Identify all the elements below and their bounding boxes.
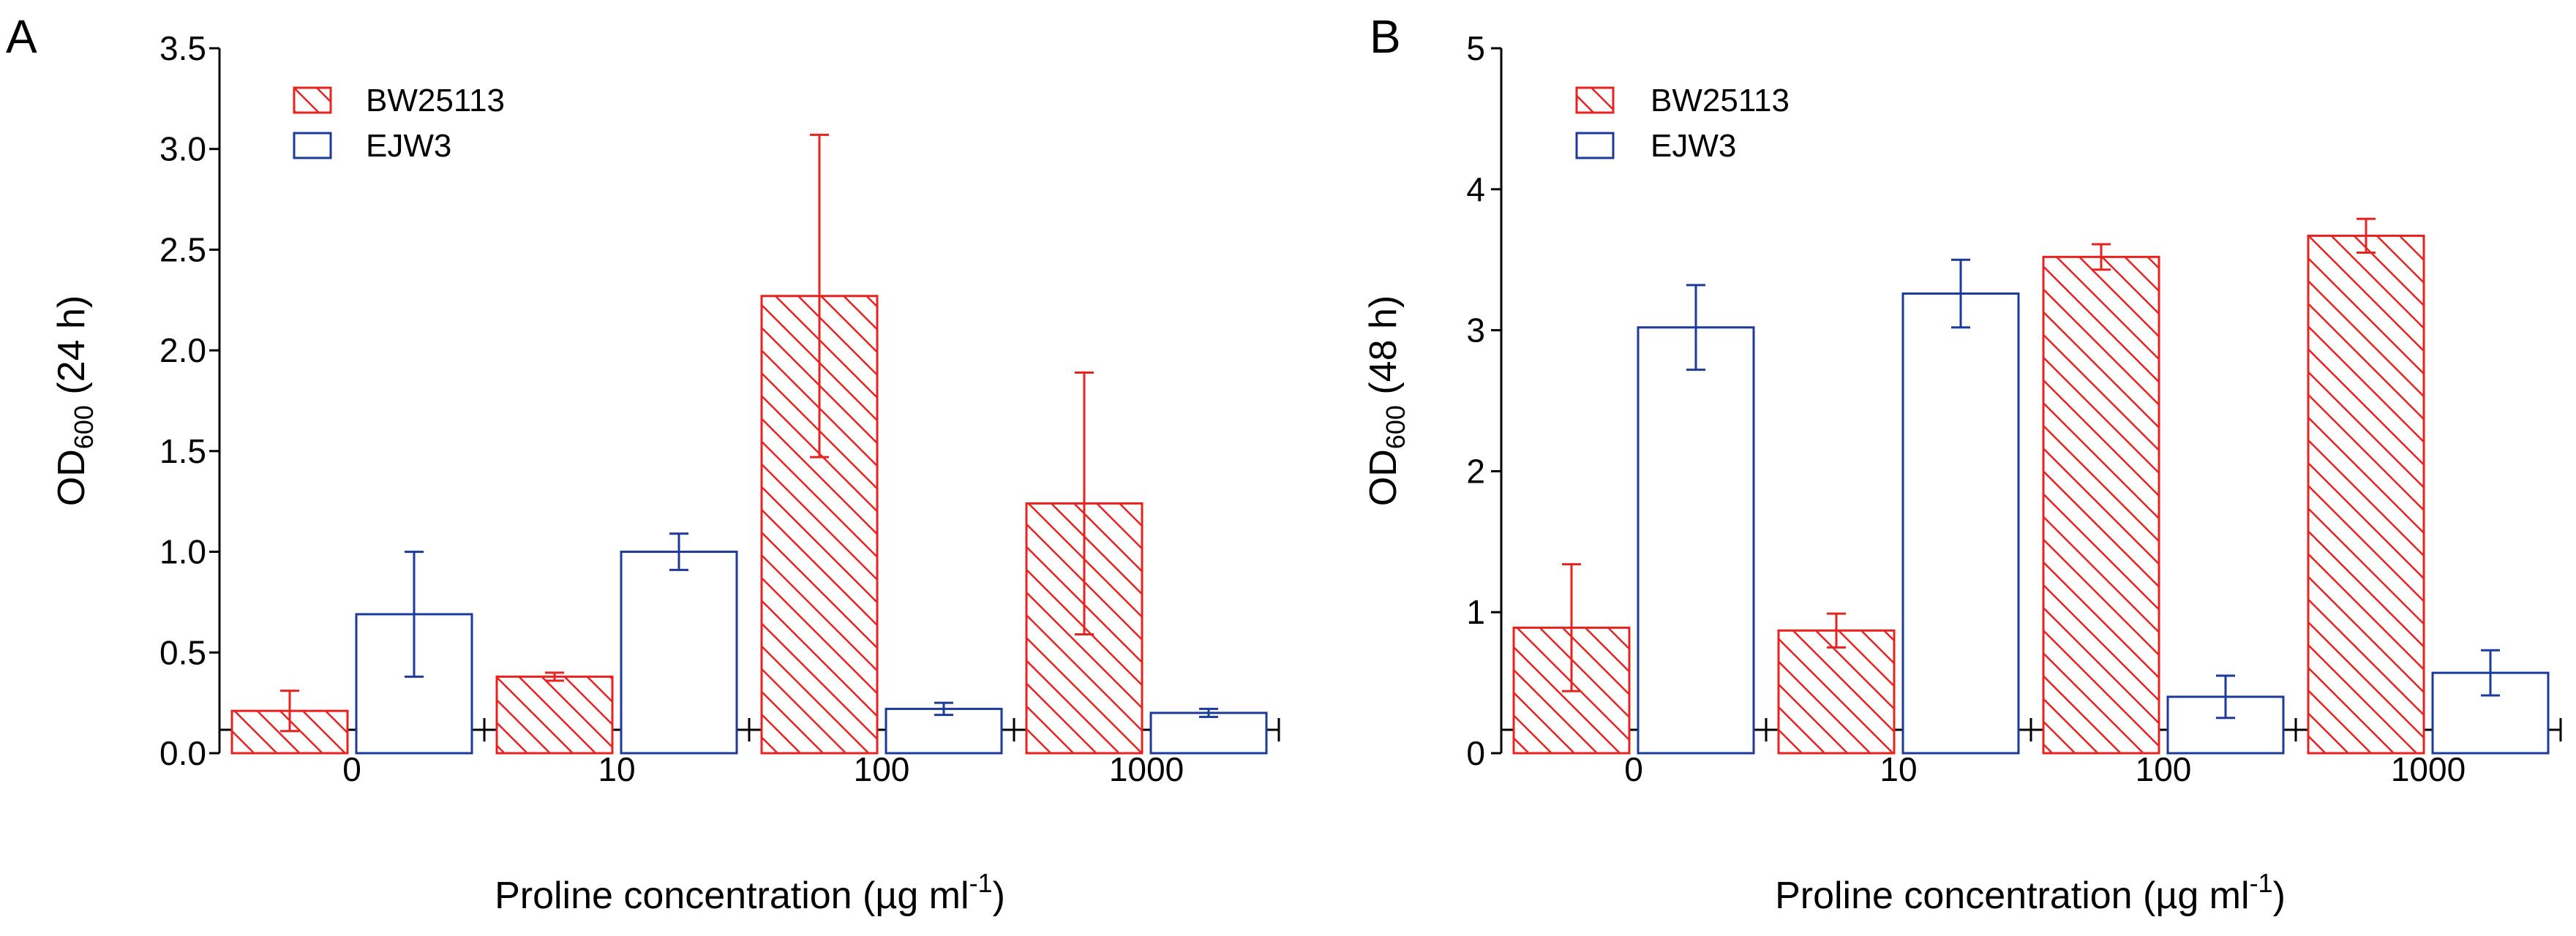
y-tick-label: 3 [1466,312,1485,350]
panel-letter: B [1370,10,1401,63]
y-tick-label: 3.0 [159,130,206,168]
x-tick-label: 10 [1880,750,1917,788]
bar-bw25113-10 [1777,629,1896,755]
legend-swatch-bw25113 [1575,86,1615,114]
bar-bw25113-10 [495,675,614,755]
y-tick-label: 1.5 [159,432,206,470]
legend-swatch-ejw3 [293,132,332,159]
bar-bw25113-1000 [2307,234,2425,755]
legend-label: EJW3 [366,128,451,164]
y-tick-label: 0.0 [159,734,206,772]
bar-bw25113-100 [2042,255,2160,755]
y-tick-label: 0.5 [159,633,206,671]
chart-panel-b: B 0 1 2 3 4 5 0 10 100 1000 BW25113 EJW3 OD600 (48 h)… [1362,10,2562,917]
y-tick-label: 2 [1466,452,1485,490]
y-tick-label: 1 [1466,593,1485,631]
x-tick-label: 0 [342,750,361,788]
legend-label: BW25113 [366,83,505,118]
x-axis-title: Proline concentration (µg ml-1) [495,868,1005,917]
legend-swatch-ejw3 [1575,132,1615,159]
x-tick-label: 100 [2136,750,2192,788]
y-tick-label: 2.5 [159,230,206,268]
y-tick-label: 2.0 [159,331,206,369]
panel-letter: A [6,10,37,63]
bar-ejw3-0 [1637,326,1755,755]
legend-label: EJW3 [1651,128,1736,164]
y-tick-label: 3.5 [159,29,206,67]
bar-ejw3-10 [620,551,738,755]
chart-panel-a: A 0.0 0.5 1.0 1.5 2.0 2.5 3.0 3.5 0 10 100 1000 BW251… [6,10,1280,917]
x-tick-label: 1000 [1109,750,1184,788]
bar-ejw3-10 [1901,292,2020,755]
y-tick-label: 1.0 [159,533,206,571]
y-axis-title: OD600 (48 h) [1362,295,1411,506]
y-tick-label: 4 [1466,170,1485,208]
y-axis-title: OD600 (24 h) [50,295,99,506]
y-tick-label: 5 [1466,29,1485,67]
y-tick-label: 0 [1466,734,1485,772]
x-axis-title: Proline concentration (µg ml-1) [1775,868,2286,917]
legend-label: BW25113 [1651,83,1790,118]
x-tick-label: 10 [598,750,635,788]
legend-swatch-bw25113 [293,86,332,114]
x-tick-label: 0 [1624,750,1643,788]
x-tick-label: 100 [854,750,910,788]
x-tick-label: 1000 [2391,750,2466,788]
bar-ejw3-1000 [1149,712,1268,755]
